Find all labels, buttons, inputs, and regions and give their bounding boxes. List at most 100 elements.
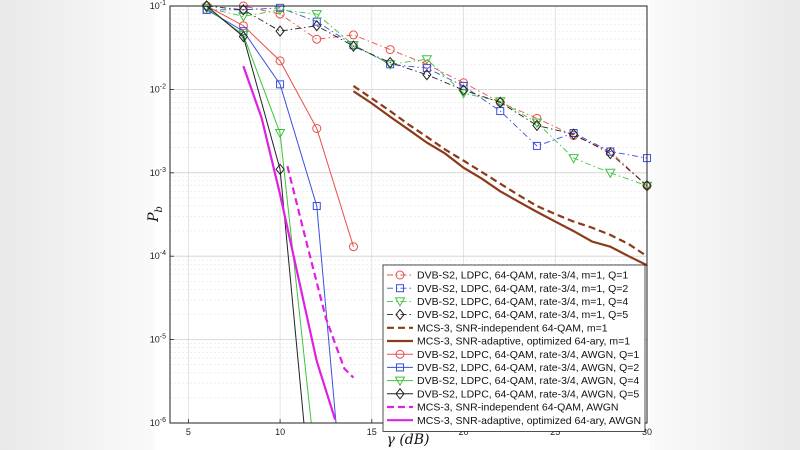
data-point: [312, 34, 322, 44]
data-point: [348, 242, 358, 252]
legend-label: DVB-S2, LDPC, 64-QAM, rate-3/4, m=1, Q=2: [417, 283, 628, 295]
series-12: [242, 65, 337, 420]
series-11: [286, 165, 355, 379]
legend-label: DVB-S2, LDPC, 64-QAM, rate-3/4, m=1, Q=5: [417, 309, 628, 321]
legend-marker: [394, 376, 406, 387]
data-point: [202, 0, 212, 12]
y-tick-label: 10-4: [150, 250, 166, 261]
legend-label: DVB-S2, LDPC, 64-QAM, rate-3/4, m=1, Q=1: [417, 270, 628, 282]
data-point: [238, 30, 249, 43]
data-point: [275, 9, 285, 19]
legend-item: MCS-3, SNR-adaptive, optimized 64-ary, A…: [387, 415, 641, 427]
legend-item: DVB-S2, LDPC, 64-QAM, rate-3/4, AWGN, Q=…: [387, 375, 639, 387]
x-tick-label: 5: [186, 427, 191, 437]
data-point: [385, 56, 395, 69]
data-point: [275, 56, 285, 66]
series-line: [286, 165, 355, 379]
series-line: [206, 5, 648, 187]
legend-label: MCS-3, SNR-independent 64-QAM, AWGN: [417, 402, 619, 414]
series-line: [206, 5, 305, 424]
data-point: [275, 163, 285, 176]
series-line: [352, 90, 648, 267]
data-point: [605, 147, 615, 160]
legend-marker: [396, 284, 404, 293]
x-tick-label: 20: [459, 427, 469, 437]
legend-item: DVB-S2, LDPC, 64-QAM, rate-3/4, m=1, Q=4: [387, 296, 628, 308]
y-axis-label: Pb: [146, 206, 165, 223]
legend-item: DVB-S2, LDPC, 64-QAM, rate-3/4, m=1, Q=1: [387, 270, 628, 282]
x-axis-label: γ (dB): [387, 432, 430, 448]
data-point: [276, 80, 285, 89]
data-point: [532, 119, 542, 132]
data-point: [312, 19, 322, 32]
series-line: [206, 7, 648, 187]
legend-item: DVB-S2, LDPC, 64-QAM, rate-3/4, m=1, Q=2: [387, 283, 628, 295]
left-background-margin: [0, 0, 155, 450]
y-tick-label: 10-6: [150, 417, 166, 428]
series-6: [352, 90, 648, 267]
y-tick-label: 10-2: [150, 83, 166, 94]
data-point: [348, 40, 359, 52]
series-10: [202, 0, 305, 424]
series-line: [352, 85, 648, 258]
legend-label: MCS-3, SNR-adaptive, optimized 64-ary, A…: [417, 415, 641, 427]
legend-label: MCS-3, SNR-independent 64-QAM, m=1: [417, 322, 608, 334]
legend-box: [382, 264, 646, 432]
data-point: [238, 21, 248, 31]
legend-label: DVB-S2, LDPC, 64-QAM, rate-3/4, AWGN, Q=…: [417, 388, 639, 400]
data-point: [495, 96, 505, 109]
legend-item: DVB-S2, LDPC, 64-QAM, rate-3/4, m=1, Q=5: [387, 308, 628, 321]
series-line: [206, 5, 354, 247]
x-tick-label: 25: [550, 427, 560, 437]
series-line: [206, 7, 648, 159]
legend-item: MCS-3, SNR-independent 64-QAM, AWGN: [387, 402, 619, 414]
legend-item: DVB-S2, LDPC, 64-QAM, rate-3/4, AWGN, Q=…: [387, 362, 639, 374]
data-point: [532, 141, 541, 150]
data-point: [604, 168, 616, 179]
data-point: [311, 10, 323, 20]
series-line: [206, 9, 337, 424]
data-point: [458, 89, 469, 99]
legend-label: DVB-S2, LDPC, 64-QAM, rate-3/4, AWGN, Q=…: [417, 375, 639, 387]
x-tick-label: 30: [642, 427, 652, 437]
right-background-margin: [650, 0, 800, 450]
x-tick-label: 15: [367, 427, 377, 437]
series-layer: [201, 0, 653, 424]
legend-marker: [395, 387, 405, 400]
data-point: [568, 154, 579, 164]
legend-label: DVB-S2, LDPC, 64-QAM, rate-3/4, m=1, Q=4: [417, 296, 628, 308]
data-point: [568, 128, 579, 141]
legend-marker: [396, 363, 404, 372]
legend-label: MCS-3, SNR-adaptive, optimized 64-ary, m…: [417, 336, 630, 348]
series-2: [202, 3, 651, 163]
legend-item: MCS-3, SNR-independent 64-QAM, m=1: [387, 322, 608, 334]
axis-ticks: 5 10 15 20 25 30 10-6 10-5 10-4 10-3 10-2 10-1: [150, 0, 652, 437]
legend-marker: [394, 297, 406, 307]
data-point: [422, 68, 432, 81]
data-point: [458, 84, 469, 96]
series-5: [352, 85, 648, 258]
legend: DVB-S2, LDPC, 64-QAM, rate-3/4, m=1, Q=1…: [382, 264, 646, 432]
legend-label: DVB-S2, LDPC, 64-QAM, rate-3/4, AWGN, Q=…: [417, 362, 639, 374]
data-point: [274, 129, 286, 139]
data-point: [312, 201, 321, 210]
data-point: [238, 4, 249, 16]
data-point: [385, 45, 395, 55]
legend-marker: [395, 308, 405, 321]
data-point: [421, 55, 433, 65]
data-point: [275, 25, 285, 37]
y-tick-label: 10-1: [150, 0, 166, 11]
data-point: [238, 12, 249, 22]
series-line: [242, 65, 337, 420]
data-point: [348, 30, 358, 40]
x-tick-label: 10: [275, 427, 285, 437]
legend-marker: [395, 349, 405, 359]
legend-marker: [395, 270, 405, 280]
y-tick-label: 10-3: [150, 167, 166, 178]
legend-item: MCS-3, SNR-adaptive, optimized 64-ary, m…: [387, 336, 630, 348]
data-point: [312, 123, 322, 133]
legend-item: DVB-S2, LDPC, 64-QAM, rate-3/4, AWGN, Q=…: [387, 387, 639, 400]
y-tick-label: 10-5: [150, 334, 166, 345]
legend-item: DVB-S2, LDPC, 64-QAM, rate-3/4, AWGN, Q=…: [387, 349, 639, 361]
